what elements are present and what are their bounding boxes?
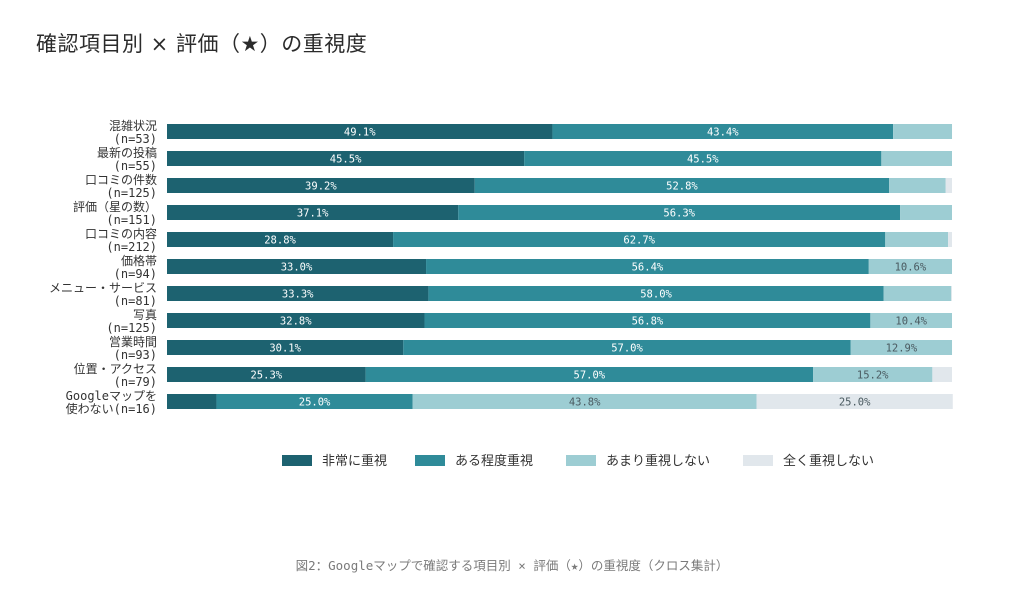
bar-segment — [850, 340, 953, 355]
legend-label: あまり重視しない — [606, 453, 710, 469]
bar-segment — [458, 205, 901, 220]
legend-swatch — [743, 455, 773, 466]
bar-segment — [524, 151, 882, 166]
bar-segment — [365, 367, 814, 382]
category-sublabel: (n=55) — [114, 159, 157, 173]
bar-segment — [167, 340, 404, 355]
data-label: 43.4% — [707, 127, 739, 139]
category-sublabel: (n=81) — [114, 294, 157, 308]
data-label: 33.0% — [281, 262, 313, 274]
data-label: 15.2% — [857, 370, 889, 382]
bar-segment — [167, 205, 459, 220]
bar-segment — [948, 232, 953, 247]
legend-label: 全く重視しない — [783, 453, 874, 469]
bar-segment — [945, 178, 952, 193]
bar-segment — [428, 286, 884, 301]
category-label: Googleマップを — [66, 389, 157, 403]
category-label: 口コミの件数 — [85, 172, 157, 187]
legend-label: ある程度重視 — [455, 453, 533, 469]
category-sublabel: (n=151) — [106, 213, 157, 227]
data-label: 56.4% — [632, 262, 664, 274]
chart-title: 確認項目別 × 評価（★）の重視度 — [36, 32, 368, 56]
bar-segment — [868, 259, 952, 274]
data-label: 25.3% — [250, 370, 282, 382]
data-label: 25.0% — [299, 397, 331, 409]
data-label: 37.1% — [297, 208, 329, 220]
bar-segment — [167, 178, 475, 193]
figure-caption: 図2：Googleマップで確認する項目別 × 評価（★）の重視度（クロス集計） — [295, 558, 729, 573]
category-sublabel: (n=93) — [114, 348, 157, 362]
data-label: 58.0% — [640, 289, 672, 301]
bar-segment — [167, 367, 366, 382]
bar-segment — [756, 394, 953, 409]
data-label: 32.8% — [280, 316, 312, 328]
bar-segment — [426, 259, 869, 274]
category-label: メニュー・サービス — [49, 281, 157, 295]
category-sublabel: (n=79) — [114, 375, 157, 389]
bar-segment — [393, 232, 886, 247]
data-label: 57.0% — [574, 370, 606, 382]
legend-swatch — [282, 455, 312, 466]
bar-segment — [167, 313, 425, 328]
bar-segment — [932, 367, 953, 382]
bar-segment — [167, 151, 525, 166]
data-label: 45.5% — [687, 154, 719, 166]
legend-swatch — [415, 455, 445, 466]
bar-segment — [813, 367, 933, 382]
data-label: 28.8% — [264, 235, 296, 247]
bar-segment — [167, 286, 429, 301]
bar-segment — [893, 124, 953, 139]
category-label: 評価（星の数） — [73, 199, 157, 214]
category-sublabel: (n=94) — [114, 267, 157, 281]
category-label: 営業時間 — [109, 335, 157, 349]
bar-segment — [951, 286, 952, 301]
bar-segment — [881, 151, 952, 166]
bar-segment — [167, 394, 217, 409]
data-label: 30.1% — [269, 343, 301, 355]
bar-segment — [885, 232, 949, 247]
bar-segment — [424, 313, 871, 328]
category-sublabel: (n=125) — [106, 321, 157, 335]
legend-swatch — [566, 455, 596, 466]
bar-segment — [474, 178, 890, 193]
data-label: 52.8% — [666, 181, 698, 193]
data-label: 39.2% — [305, 181, 337, 193]
data-label: 49.1% — [344, 127, 376, 139]
category-label: 混雑状況 — [109, 118, 157, 133]
category-sublabel: (n=212) — [106, 240, 157, 254]
data-label: 62.7% — [623, 235, 655, 247]
category-label: 最新の投稿 — [97, 145, 157, 160]
category-label: 口コミの内容 — [85, 226, 157, 241]
bar-segment — [412, 394, 757, 409]
data-label: 45.5% — [330, 154, 362, 166]
data-label: 56.3% — [663, 208, 695, 220]
category-sublabel: 使わない(n=16) — [66, 401, 157, 416]
data-label: 43.8% — [569, 397, 601, 409]
category-label: 価格帯 — [121, 253, 157, 268]
data-label: 25.0% — [839, 397, 871, 409]
data-label: 12.9% — [886, 343, 918, 355]
data-label: 10.4% — [895, 316, 927, 328]
bar-segment — [167, 124, 553, 139]
bar-segment — [900, 205, 952, 220]
data-label: 10.6% — [895, 262, 927, 274]
category-sublabel: (n=125) — [106, 186, 157, 200]
legend-label: 非常に重視 — [322, 453, 387, 469]
data-label: 57.0% — [611, 343, 643, 355]
bar-segment — [552, 124, 894, 139]
bar-segment — [167, 232, 394, 247]
bar-segment — [403, 340, 851, 355]
category-label: 写真 — [133, 308, 157, 322]
bar-segment — [167, 259, 427, 274]
bar-segment — [883, 286, 952, 301]
data-label: 33.3% — [282, 289, 314, 301]
category-sublabel: (n=53) — [114, 132, 157, 146]
data-label: 56.8% — [632, 316, 664, 328]
bar-segment — [216, 394, 413, 409]
category-label: 位置・アクセス — [74, 361, 157, 376]
bar-segment — [870, 313, 952, 328]
bar-segment — [889, 178, 946, 193]
